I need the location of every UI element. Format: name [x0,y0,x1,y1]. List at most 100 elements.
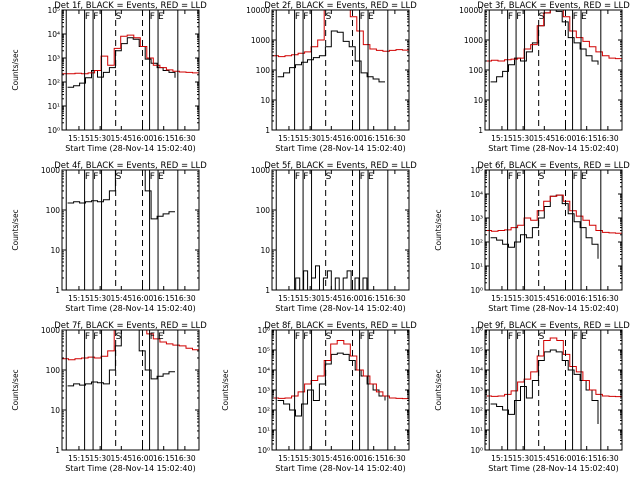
plot-frame [61,9,200,131]
x-axis-label: Start Time (28-Nov-14 15:02:40) [488,304,618,313]
series-events-line [291,265,371,290]
x-tick-label: 15:30 [89,134,111,143]
interval-label: F [508,12,513,22]
x-tick-label: 15:45 [534,454,556,463]
x-axis-label: Start Time (28-Nov-14 15:02:40) [65,144,195,153]
x-tick-label: 16:15 [576,134,598,143]
x-tick-label: 16:00 [132,134,154,143]
x-axis-label: Start Time (28-Nov-14 15:02:40) [488,464,618,473]
panel-title: Det 4f, BLACK = Events, RED = LLD [54,161,207,171]
interval-label: S [539,172,545,182]
y-tick-label: 10³ [470,386,483,395]
interval-label: F [150,12,155,22]
interval-label: E [158,172,164,182]
x-axis-label: Start Time (28-Nov-14 15:02:40) [275,304,405,313]
x-tick-label: 15:30 [89,454,111,463]
y-axis-label: Counts/sec [434,369,443,410]
x-tick-label: 15:30 [299,294,321,303]
x-tick-label: 16:00 [555,454,577,463]
interval-label: E [581,332,587,342]
x-axis-label: Start Time (28-Nov-14 15:02:40) [275,464,405,473]
y-tick-label: 10⁴ [257,366,270,375]
y-tick-label: 10¹ [257,426,270,435]
x-tick-label: 15:15 [278,294,300,303]
y-axis-label: Counts/sec [221,369,230,410]
y-tick-label: 10⁴ [470,366,483,375]
plot-frame [61,329,200,451]
x-tick-label: 16:15 [153,134,175,143]
interval-label: F [516,12,521,22]
series-group [485,10,622,83]
series-group [272,340,409,417]
interval-label: F [360,332,365,342]
plot-frame [271,329,410,451]
interval-label: S [326,332,332,342]
interval-label: F [303,12,308,22]
series-events-line [67,37,176,88]
y-tick-label: 10² [470,238,483,247]
x-axis-label: Start Time (28-Nov-14 15:02:40) [65,304,195,313]
series-group [291,265,371,290]
y-tick-label: 10 [473,96,483,105]
interval-label: E [581,12,587,22]
y-tick-label: 1000 [41,166,60,175]
series-events-line [277,30,385,83]
interval-label: F [303,332,308,342]
y-tick-label: 100 [256,206,271,215]
series-events-line [490,194,599,259]
x-tick-label: 16:30 [174,294,196,303]
x-tick-label: 15:45 [111,454,133,463]
x-tick-label: 16:30 [597,134,619,143]
interval-label: F [295,332,300,342]
y-tick-label: 10⁰ [470,286,483,295]
interval-label: F [303,172,308,182]
panel-title: Det 8f, BLACK = Events, RED = LLD [264,321,417,331]
panel-title: Det 2f, BLACK = Events, RED = LLD [264,1,417,11]
series-group [272,10,409,83]
x-tick-label: 16:00 [342,294,364,303]
y-tick-label: 10⁴ [470,190,483,199]
y-axis-label: Counts/sec [434,209,443,250]
x-tick-label: 15:15 [278,134,300,143]
y-tick-label: 10⁰ [47,126,60,135]
interval-label: F [573,332,578,342]
plot-frame [484,329,623,451]
y-tick-label: 10³ [470,214,483,223]
x-tick-label: 15:30 [512,294,534,303]
series-lld-line [272,340,409,400]
x-tick-label: 15:30 [299,134,321,143]
interval-label: F [150,332,155,342]
x-tick-label: 15:15 [278,454,300,463]
y-tick-label: 10⁴ [47,30,60,39]
x-tick-label: 15:45 [534,294,556,303]
y-tick-label: 1 [265,126,270,135]
y-tick-label: 1000 [464,36,483,45]
interval-label: S [539,332,545,342]
y-tick-label: 100 [469,66,484,75]
interval-label: F [516,172,521,182]
y-tick-label: 1000 [41,326,60,335]
x-axis-label: Start Time (28-Nov-14 15:02:40) [488,144,618,153]
x-tick-label: 16:00 [132,294,154,303]
interval-label: F [85,172,90,182]
x-tick-label: 16:30 [384,134,406,143]
y-tick-label: 10 [260,246,270,255]
panel-title: Det 6f, BLACK = Events, RED = LLD [477,161,630,171]
x-tick-label: 15:15 [491,294,513,303]
x-tick-label: 16:00 [342,134,364,143]
x-tick-label: 15:45 [111,134,133,143]
interval-label: S [326,12,332,22]
x-tick-label: 15:45 [111,294,133,303]
plot-frame [271,9,410,131]
series-lld-line [272,10,409,58]
interval-label: F [93,332,98,342]
x-tick-label: 15:30 [512,134,534,143]
plot-frame [61,169,200,291]
x-tick-label: 15:15 [491,134,513,143]
